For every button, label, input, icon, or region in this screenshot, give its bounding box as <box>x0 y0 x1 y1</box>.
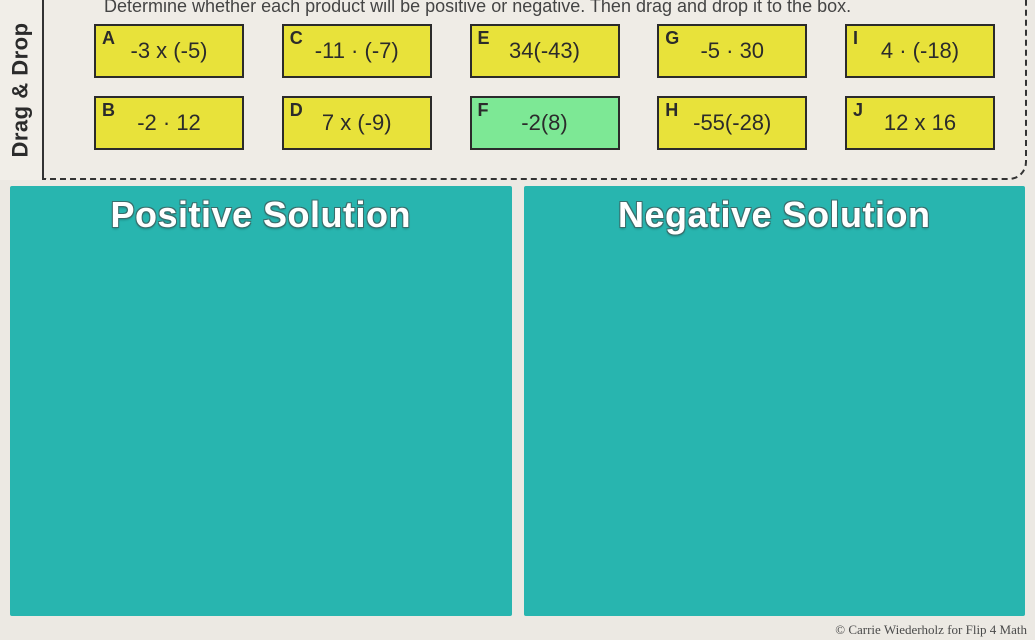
card-letter: J <box>853 100 863 121</box>
card-row-1: A -3 x (-5) C -11 · (-7) E 34(-43) G -5 … <box>94 24 995 78</box>
card-c[interactable]: C -11 · (-7) <box>282 24 432 78</box>
sidebar-drag-drop-label: Drag & Drop <box>0 0 44 180</box>
card-row-2: B -2 · 12 D 7 x (-9) F -2(8) H -55(-28) … <box>94 96 995 150</box>
card-letter: I <box>853 28 858 49</box>
card-expression: 12 x 16 <box>884 110 956 136</box>
card-letter: F <box>478 100 489 121</box>
card-a[interactable]: A -3 x (-5) <box>94 24 244 78</box>
instructions-text: Determine whether each product will be p… <box>104 0 1015 17</box>
credit-text: © Carrie Wiederholz for Flip 4 Math <box>835 622 1027 638</box>
card-d[interactable]: D 7 x (-9) <box>282 96 432 150</box>
card-expression: -5 · 30 <box>700 38 764 64</box>
card-letter: H <box>665 100 678 121</box>
card-letter: A <box>102 28 115 49</box>
card-b[interactable]: B -2 · 12 <box>94 96 244 150</box>
worksheet-page: Drag & Drop Determine whether each produ… <box>0 0 1035 640</box>
card-expression: 34(-43) <box>509 38 580 64</box>
card-rows: A -3 x (-5) C -11 · (-7) E 34(-43) G -5 … <box>44 20 1025 150</box>
dropzones: Positive Solution Negative Solution <box>10 186 1025 616</box>
card-expression: -2(8) <box>521 110 567 136</box>
card-expression: -2 · 12 <box>137 110 201 136</box>
dropzone-positive-title: Positive Solution <box>110 194 411 236</box>
card-expression: -11 · (-7) <box>315 38 399 64</box>
card-g[interactable]: G -5 · 30 <box>657 24 807 78</box>
card-letter: C <box>290 28 303 49</box>
sidebar-label-text: Drag & Drop <box>8 22 34 157</box>
card-letter: D <box>290 100 303 121</box>
card-letter: G <box>665 28 679 49</box>
card-letter: E <box>478 28 490 49</box>
dropzone-positive[interactable]: Positive Solution <box>10 186 512 616</box>
card-expression: 7 x (-9) <box>322 110 392 136</box>
card-letter: B <box>102 100 115 121</box>
card-expression: 4 · (-18) <box>881 38 959 64</box>
card-expression: -3 x (-5) <box>131 38 208 64</box>
card-e[interactable]: E 34(-43) <box>470 24 620 78</box>
card-area: Determine whether each product will be p… <box>44 0 1027 180</box>
card-f[interactable]: F -2(8) <box>470 96 620 150</box>
card-j[interactable]: J 12 x 16 <box>845 96 995 150</box>
card-i[interactable]: I 4 · (-18) <box>845 24 995 78</box>
dropzone-negative[interactable]: Negative Solution <box>524 186 1026 616</box>
card-h[interactable]: H -55(-28) <box>657 96 807 150</box>
dropzone-negative-title: Negative Solution <box>618 194 931 236</box>
card-expression: -55(-28) <box>693 110 771 136</box>
